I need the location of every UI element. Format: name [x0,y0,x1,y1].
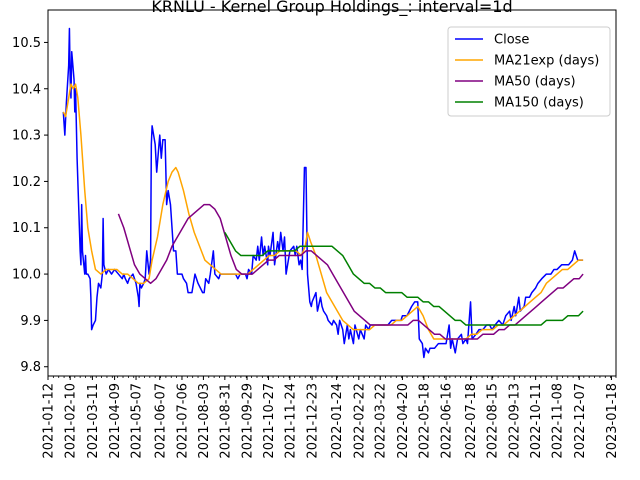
y-tick-label: 10.1 [12,221,41,236]
y-tick-label: 10.3 [12,129,41,144]
x-tick-label: 2021-09-29 [241,383,256,459]
x-tick-label: 2021-08-31 [218,383,233,459]
x-tick-label: 2021-05-07 [130,383,145,459]
series-line-3 [224,232,584,326]
x-tick-label: 2022-11-08 [551,383,566,459]
series-layer [62,27,584,359]
y-tick-label: 9.8 [20,360,41,375]
legend: Close MA21exp (days) MA50 (days) MA150 (day… [447,26,611,117]
y-tick-label: 9.9 [20,314,41,329]
x-tick-label: 2022-10-11 [529,383,544,459]
x-tick-label: 2022-08-15 [485,383,500,459]
series-line-1 [62,83,584,340]
legend-box [447,26,611,117]
x-tick-label: 2022-07-18 [464,383,479,459]
y-tick-label: 10.2 [12,175,41,190]
y-axis: 9.8 9.9 10.0 10.1 10.2 10.3 10.4 10.5 [12,36,48,375]
legend-label-3: MA150 (days) [494,96,584,111]
x-tick-label: 2022-12-07 [573,383,588,459]
x-tick-label: 2021-10-27 [262,383,277,459]
x-tick-label: 2021-08-03 [197,383,212,459]
x-tick-label: 2021-02-10 [64,383,79,459]
x-tick-label: 2022-01-24 [330,383,345,459]
x-tick-label: 2021-03-11 [86,383,101,459]
legend-label-1: MA21exp (days) [494,54,599,69]
x-tick-label: 2021-01-12 [42,383,57,459]
x-tick-label: 2022-04-20 [396,383,411,459]
x-tick-label: 2022-03-22 [374,383,389,459]
x-tick-label: 2022-05-18 [417,383,432,459]
legend-label-0: Close [494,33,529,48]
x-tick-label: 2021-06-07 [153,383,168,459]
x-tick-label: 2021-12-23 [306,383,321,459]
x-axis: 2021-01-12 2021-02-10 2021-03-11 2021-04-09… [42,376,620,459]
y-tick-label: 10.5 [12,36,41,51]
y-tick-label: 10.0 [12,268,41,283]
x-tick-label: 2022-09-13 [508,383,523,459]
x-tick-label: 2021-11-24 [283,383,298,459]
series-line-2 [117,203,584,340]
x-tick-label: 2021-04-09 [108,383,123,459]
x-tick-label: 2021-07-06 [175,383,190,459]
chart-title: KRNLU - Kernel Group Holdings_: interval… [151,0,512,17]
legend-label-2: MA50 (days) [494,75,576,90]
x-tick-label: 2023-01-18 [605,383,620,459]
y-tick-label: 10.4 [12,82,41,97]
x-tick-label: 2022-02-22 [352,383,367,459]
x-tick-label: 2022-06-16 [440,383,455,459]
